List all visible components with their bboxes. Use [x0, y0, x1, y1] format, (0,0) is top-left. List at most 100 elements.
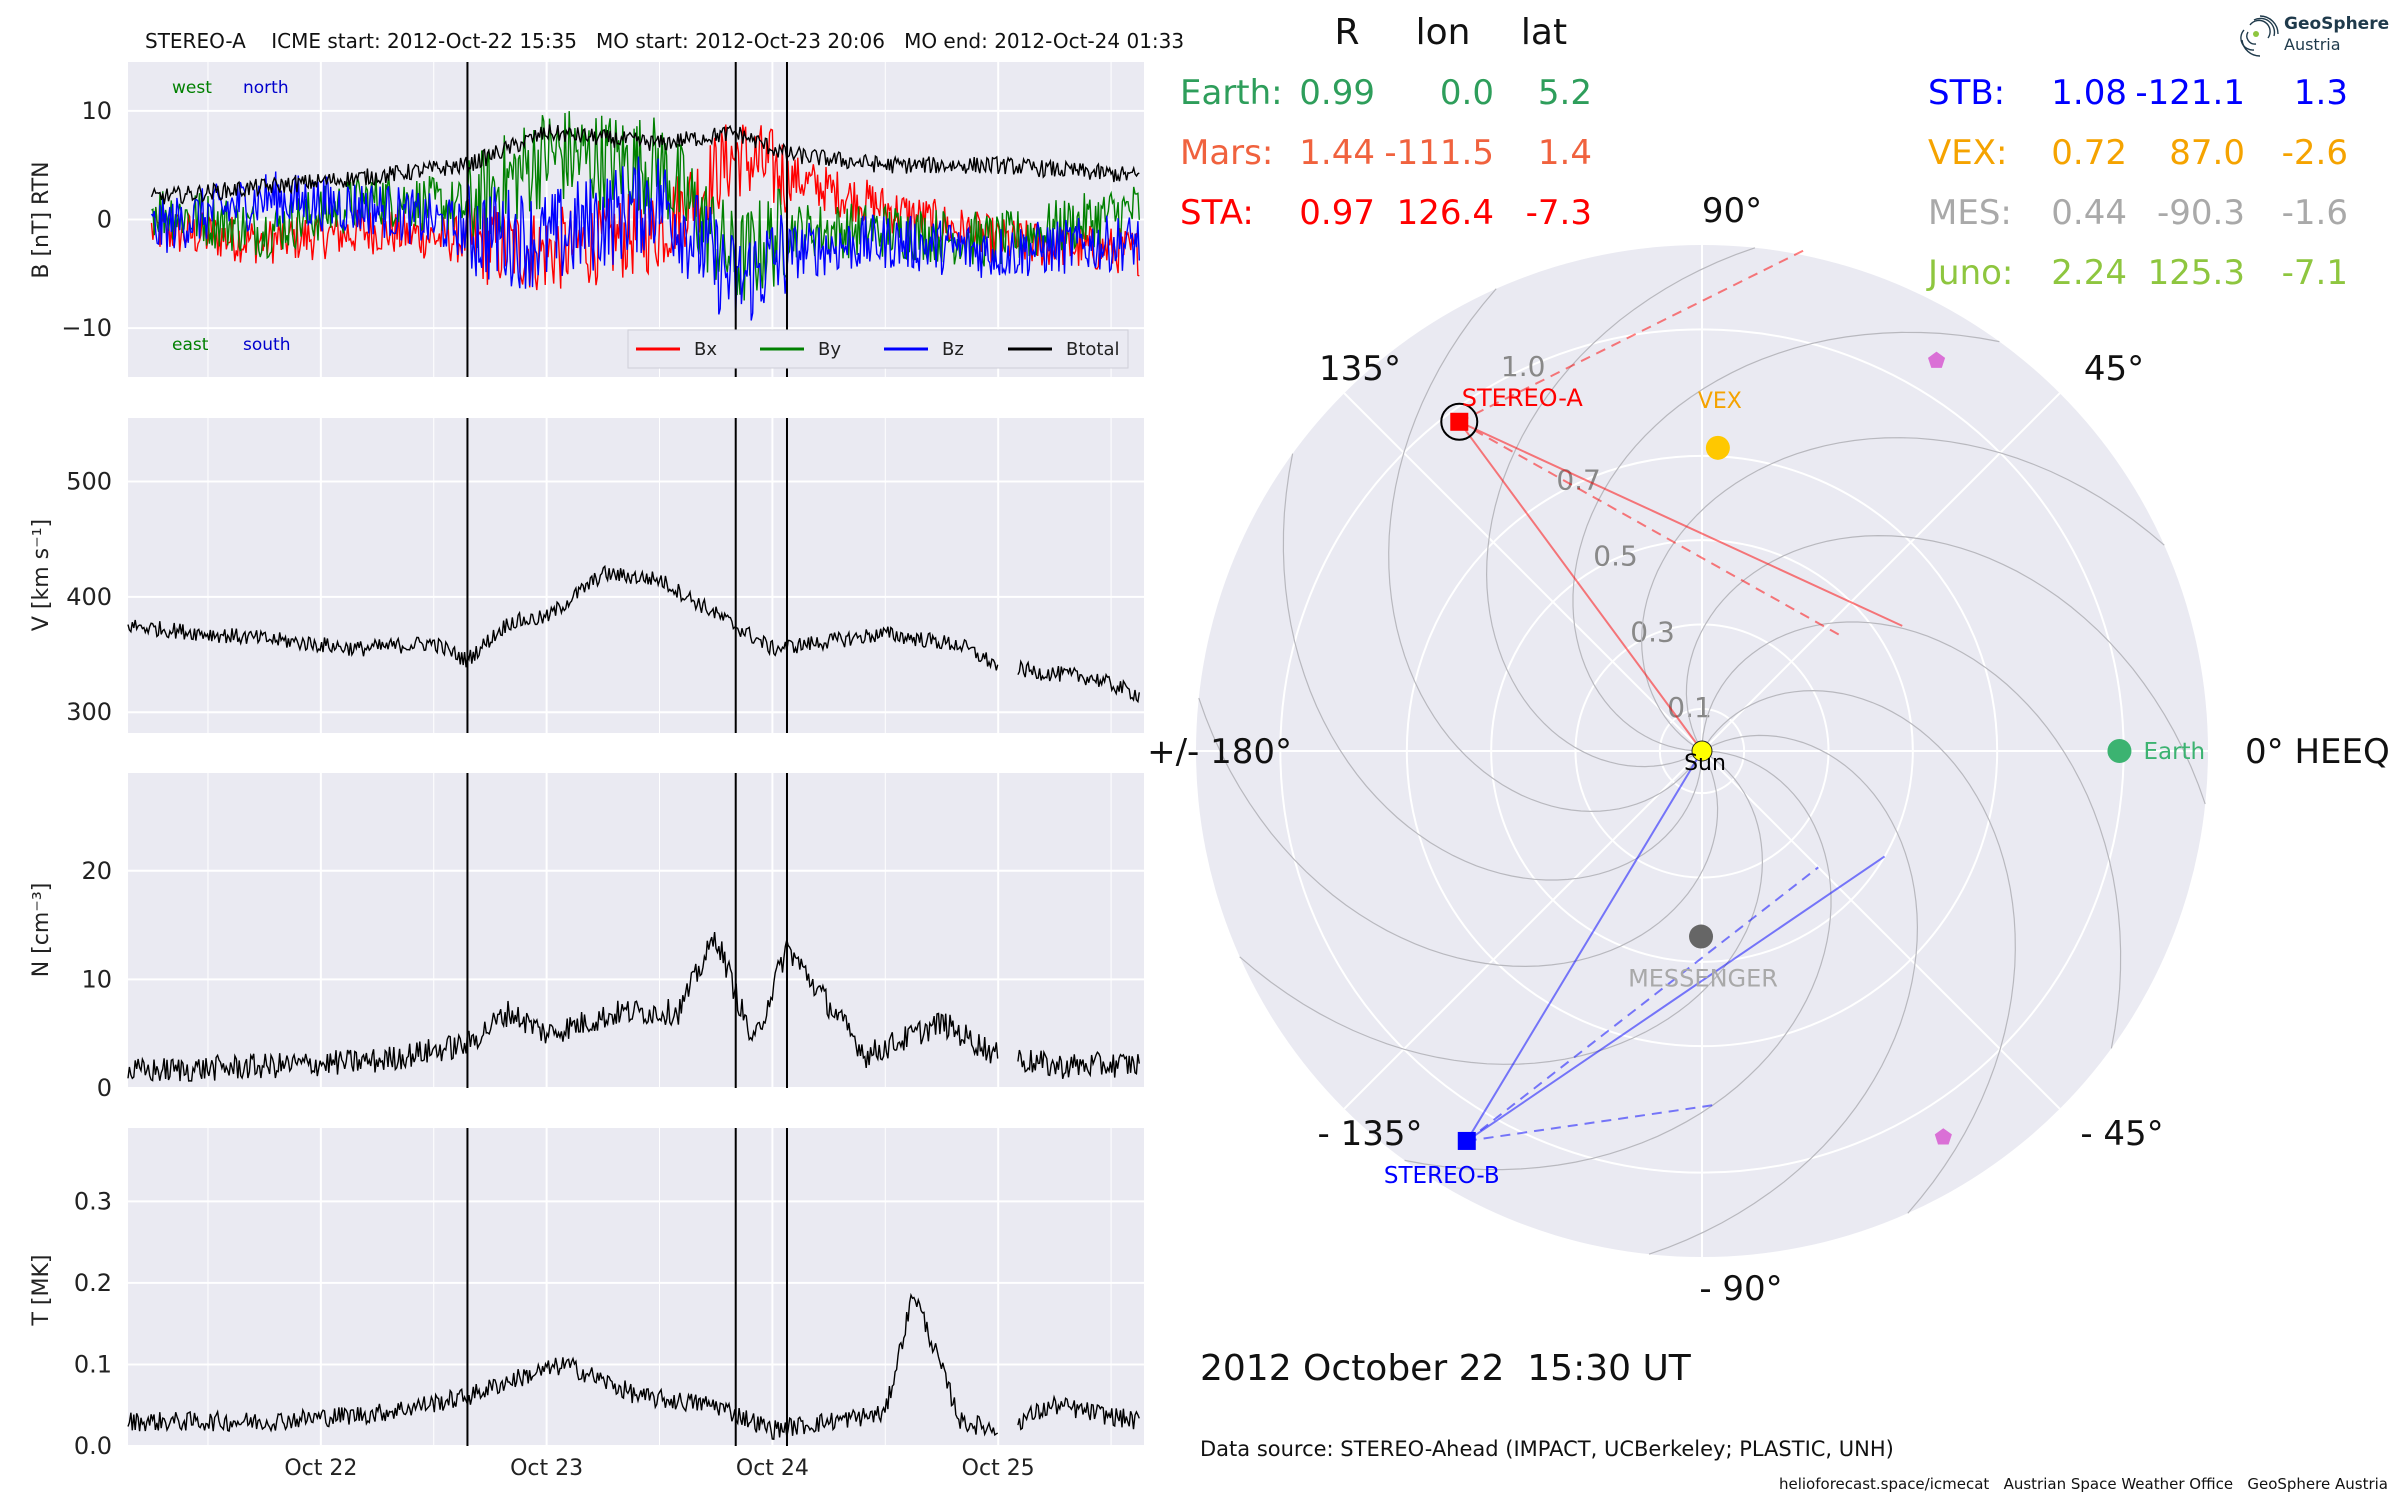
parker-spiral	[1685, 534, 2206, 805]
logo-line-2: Austria	[2284, 35, 2341, 54]
footer-credits: helioforecast.space/icmecat Austrian Spa…	[1779, 1475, 2388, 1493]
table-row-lon: -111.5	[1384, 133, 1494, 173]
table-row-lat: 1.3	[2294, 73, 2348, 113]
table-header-lon: lon	[1416, 12, 1471, 53]
parker-spiral	[1404, 750, 1832, 1171]
table-row-r: 0.44	[2051, 193, 2127, 233]
y-tick-label: −10	[61, 314, 112, 342]
angle-label: +/- 180°	[1147, 732, 1292, 772]
ylabel-v: V [km s⁻¹]	[29, 519, 54, 631]
table-row-lon: 87.0	[2169, 133, 2245, 173]
label-sun: Sun	[1684, 751, 1726, 776]
table-header-r: R	[1334, 12, 1359, 53]
x-tick-label: Oct 22	[284, 1456, 357, 1481]
marker-stereo-b	[1457, 1131, 1476, 1150]
label-stereo-b: STEREO-B	[1384, 1163, 1500, 1189]
fov-line	[1458, 420, 1844, 638]
x-tick-label: Oct 23	[510, 1456, 583, 1481]
fov-line	[1458, 246, 1810, 423]
marker-stereo-a	[1450, 412, 1469, 431]
marker-pentagon	[1928, 351, 1946, 368]
marker-earth	[2107, 739, 2132, 763]
y-tick-label: 0	[97, 1074, 112, 1102]
fov-line	[1458, 420, 1903, 627]
marker-stereo-a-ring	[1440, 402, 1479, 441]
series-line-By	[151, 111, 1140, 301]
table-row-r: 1.08	[2051, 73, 2127, 113]
marker-pentagon	[1934, 1128, 1952, 1145]
angle-label: - 45°	[2080, 1114, 2163, 1154]
table-row-lat: -2.6	[2282, 133, 2348, 173]
y-tick-label: 0	[97, 206, 112, 234]
parker-spiral	[1572, 331, 2000, 752]
series-line-Btotal	[150, 124, 1140, 205]
table-row-r: 0.97	[1299, 193, 1375, 233]
polar-bodies: Sun Earth VEX MESSENGER STEREO-A STEREO-B	[1384, 351, 2205, 1189]
y-tick-label: 0.0	[74, 1432, 112, 1460]
table-row-lon: 126.4	[1397, 193, 1494, 233]
legend-label-bz: Bz	[942, 339, 964, 360]
legend-label-bx: Bx	[694, 339, 717, 360]
series-line-panel-T	[127, 1292, 1140, 1440]
ylabel-t: T [MK]	[29, 1254, 54, 1326]
table-row-name: Juno:	[1926, 253, 2013, 293]
angle-label: 90°	[1702, 191, 1762, 231]
table-row-name: VEX:	[1928, 133, 2008, 173]
parker-spiral	[1485, 247, 1756, 768]
table-row-name: STB:	[1928, 73, 2005, 113]
ylabel-n: N [cm⁻³]	[29, 883, 54, 978]
angle-label: - 135°	[1318, 1114, 1423, 1154]
parker-spiral	[1640, 437, 2165, 752]
geosphere-logo-icon	[2240, 15, 2279, 57]
angle-label: 135°	[1319, 349, 1401, 389]
y-tick-label: 10	[81, 97, 112, 125]
ylabel-b: B [nT] RTN	[29, 161, 54, 278]
polar-plot: 0.10.30.50.71.0 Sun EarthVEXMESSENGERSTER…	[1147, 191, 2390, 1309]
y-tick-label: 400	[66, 583, 112, 611]
series-line-panel-V	[127, 564, 1140, 704]
legend-label-by: By	[818, 339, 841, 360]
fov-line	[1466, 866, 1819, 1142]
fov-line	[1466, 855, 1886, 1142]
y-tick-label: 0.2	[74, 1269, 112, 1297]
label-earth: Earth	[2143, 739, 2205, 765]
table-row-lon: -121.1	[2135, 73, 2245, 113]
table-row-name: MES:	[1928, 193, 2012, 233]
label-east: east	[172, 335, 209, 355]
parker-spiral	[1388, 288, 1703, 813]
parker-spirals	[1198, 247, 2206, 1255]
table-header-lat: lat	[1521, 12, 1567, 53]
parker-spiral	[1648, 734, 1919, 1255]
table-row-lat: 1.4	[1538, 133, 1592, 173]
table-row-name: STA:	[1180, 193, 1254, 233]
radial-tick-label: 0.3	[1630, 615, 1675, 648]
table-right-rows: STB: 1.08 -121.1 1.3 VEX: 0.72 87.0 -2.6 MES: 0.4…	[1926, 73, 2348, 293]
fov-line	[1458, 421, 1703, 752]
table-row-lat: -7.1	[2282, 253, 2348, 293]
angle-label: - 90°	[1699, 1269, 1782, 1309]
table-row-r: 0.99	[1299, 73, 1375, 113]
y-tick-label: 20	[81, 857, 112, 885]
legend-label-btotal: Btotal	[1066, 339, 1120, 360]
y-tick-label: 10	[81, 965, 112, 993]
geosphere-logo: GeoSphere Austria	[2240, 12, 2390, 58]
angle-label: 0° HEEQ	[2245, 732, 2390, 772]
data-source: Data source: STEREO-Ahead (IMPACT, UCBer…	[1200, 1437, 1894, 1461]
series-line-panel-N	[127, 932, 1140, 1082]
logo-line-1: GeoSphere	[2284, 14, 2390, 34]
parker-spiral	[1198, 697, 1719, 968]
parker-spiral	[1282, 453, 1703, 881]
y-tick-label: 0.1	[74, 1350, 112, 1378]
label-messenger: MESSENGER	[1628, 965, 1778, 993]
table-left-rows: Earth: 0.99 0.0 5.2 Mars: 1.44 -111.5 1.4 STA: 0.…	[1180, 73, 1592, 233]
label-stereo-a: STEREO-A	[1462, 384, 1584, 412]
x-tick-label: Oct 24	[736, 1456, 809, 1481]
date-label: 2012 October 22 15:30 UT	[1200, 1348, 1692, 1389]
label-west: west	[172, 78, 212, 98]
ts-header-text: STEREO-A ICME start: 2012-Oct-22 15:35 M…	[145, 29, 1184, 53]
y-tick-label: 500	[66, 467, 112, 495]
table-row-r: 1.44	[1299, 133, 1375, 173]
label-south: south	[243, 335, 290, 355]
angle-label: 45°	[2084, 349, 2144, 389]
